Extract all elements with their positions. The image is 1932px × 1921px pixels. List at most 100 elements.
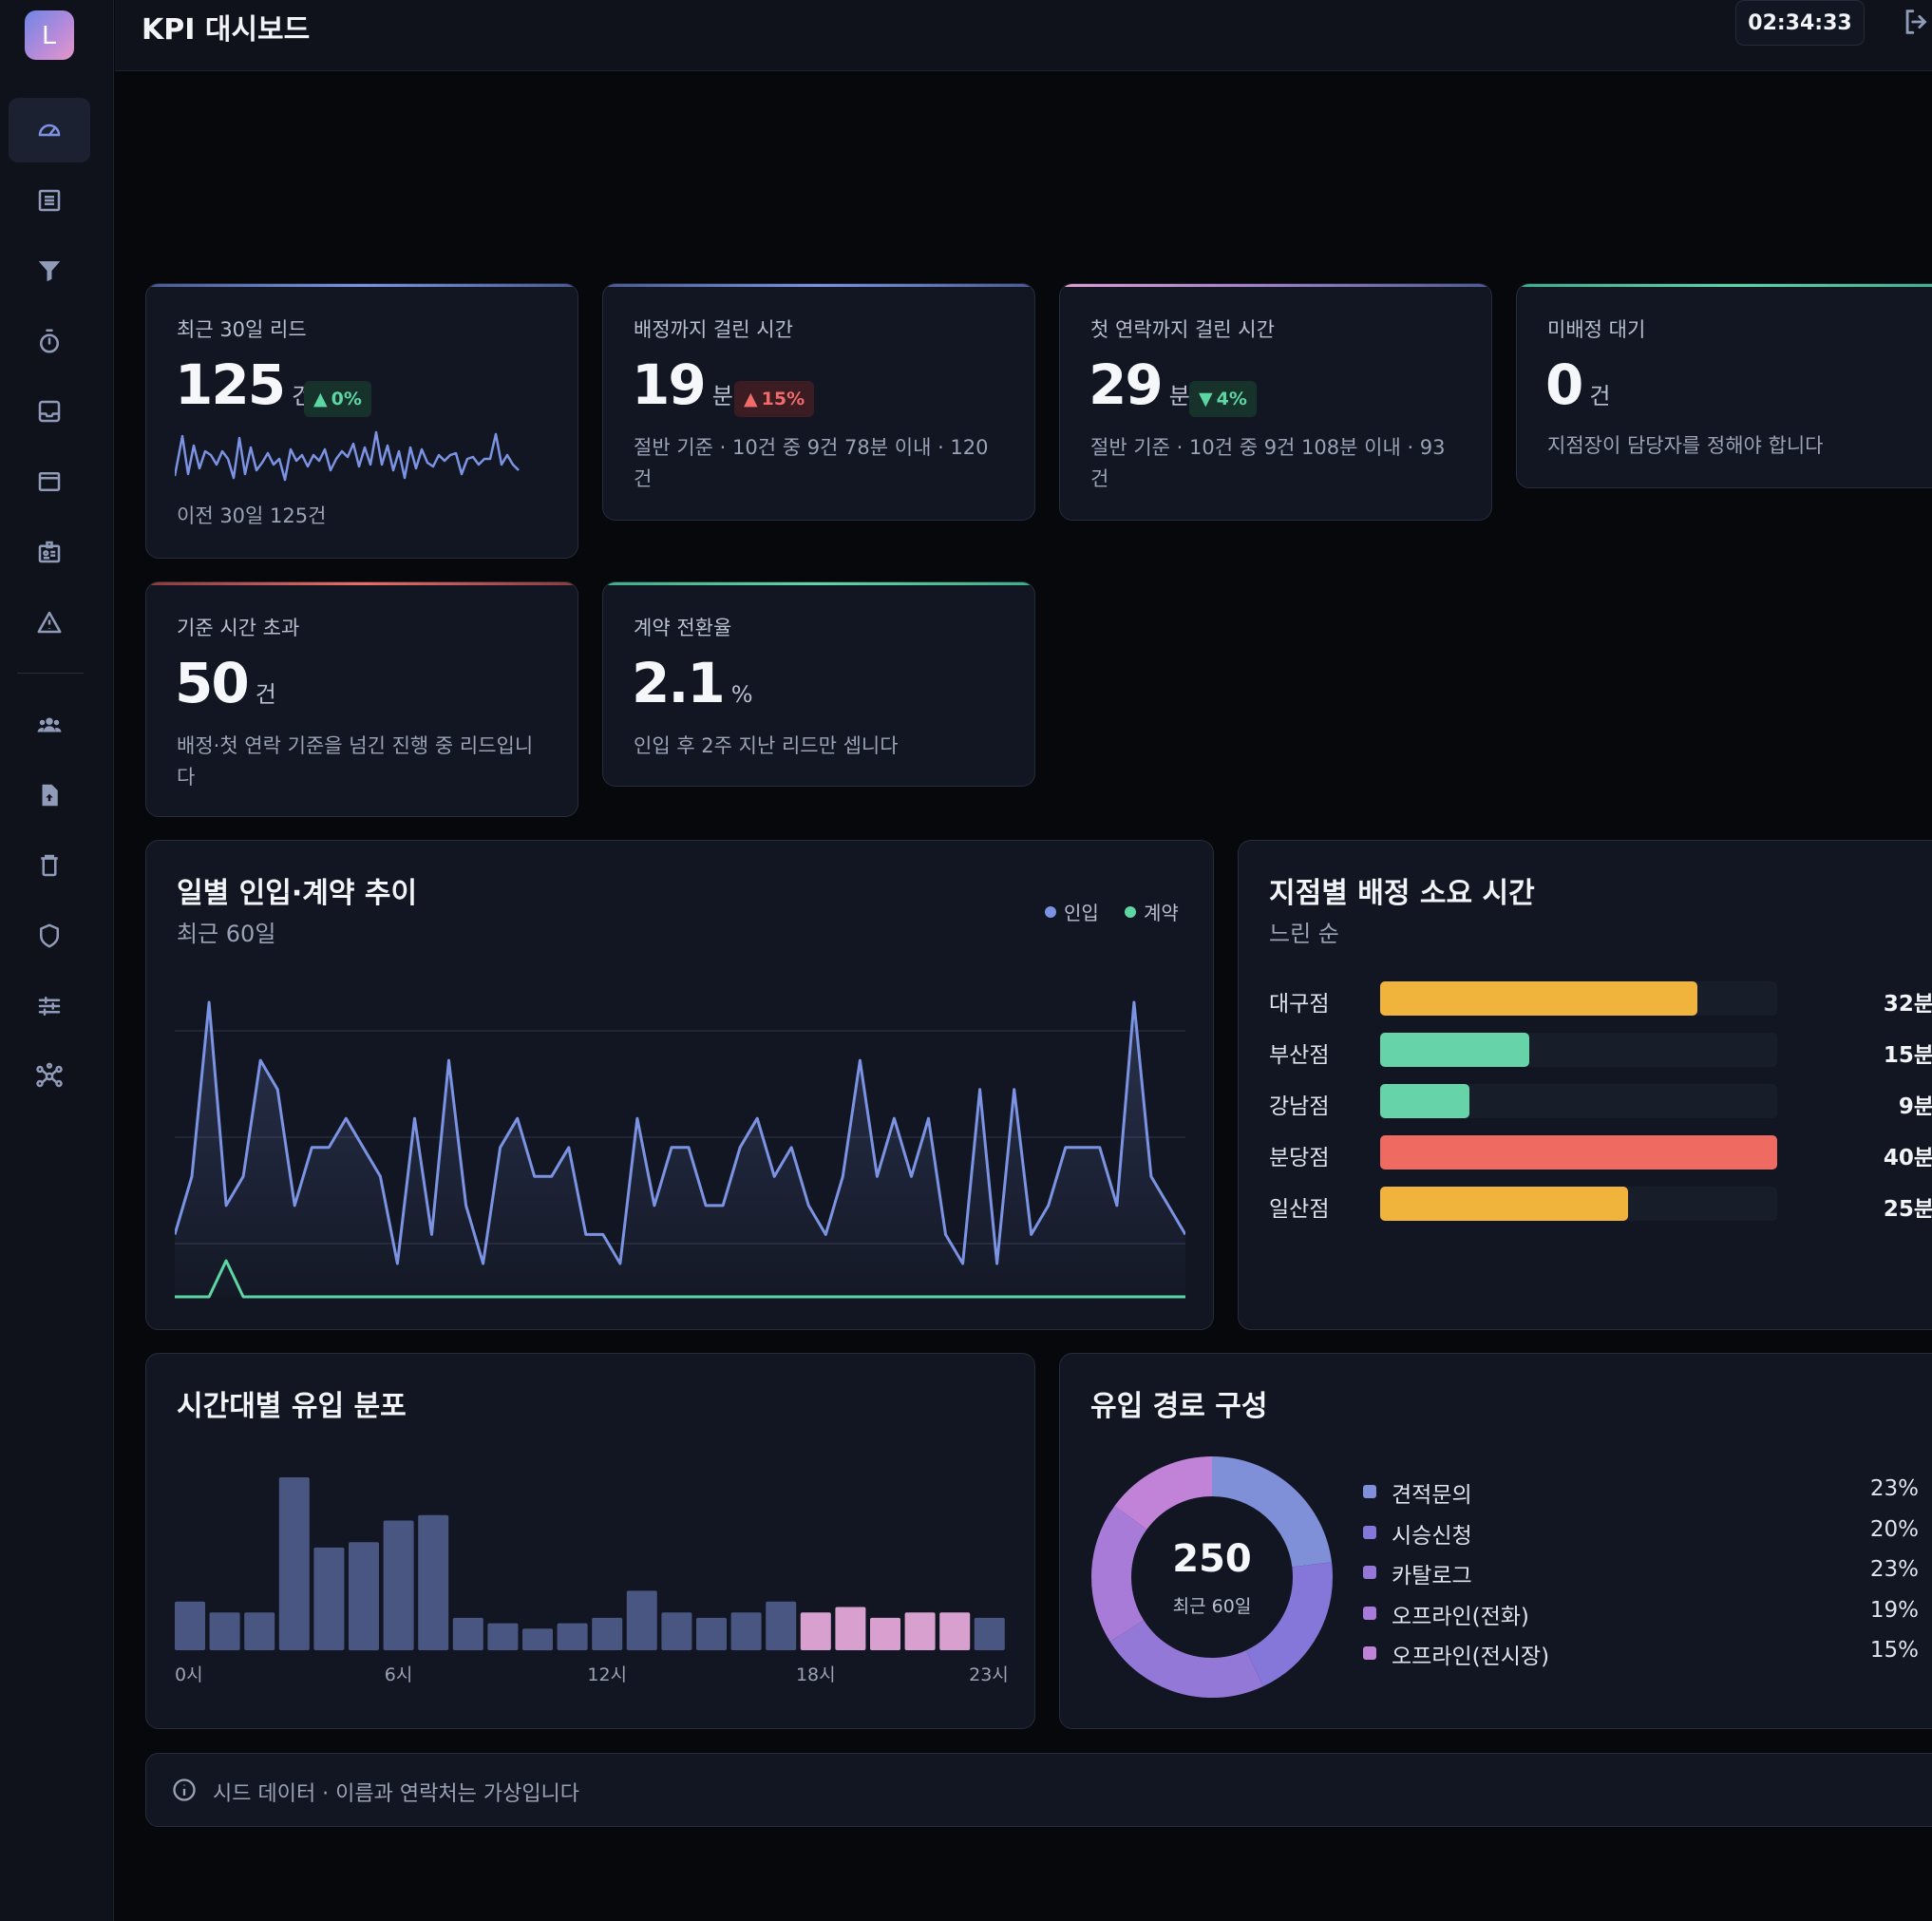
kpi-subtext: 이전 30일 125건: [177, 504, 327, 527]
branch-time-panel: 지점별 배정 소요 시간 느린 순 대구점 32분 부산점 15분 강남점 9분 분당점 40…: [1238, 840, 1932, 1330]
branch-name: 강남점: [1269, 1094, 1330, 1119]
hour-bar: [730, 1612, 762, 1650]
source-label: 카탈로그: [1392, 1564, 1472, 1588]
branch-bar-row: 대구점 32분: [1269, 981, 1932, 1019]
nav-dashboard[interactable]: [9, 98, 90, 162]
list-icon: [38, 189, 61, 212]
filter-icon: [38, 261, 61, 282]
kpi-subtext: 배정·첫 연락 기준을 넘긴 진행 중 리드입니다: [177, 734, 534, 789]
nav-alerts[interactable]: [9, 590, 90, 655]
clock-display: 02:34:33: [1735, 0, 1865, 46]
bar-fill: [1380, 1187, 1629, 1221]
hour-bar: [800, 1612, 831, 1650]
source-percent: 15%: [1869, 1638, 1919, 1663]
kpi-subtext: 지점장이 담당자를 정해야 합니다: [1547, 434, 1824, 457]
daily-trend-panel: 일별 인입·계약 추이 최근 60일 인입 계약: [145, 840, 1214, 1330]
source-percent: 19%: [1869, 1597, 1919, 1623]
hour-bar: [418, 1514, 449, 1650]
kpi-delta-badge: ▲ 0%: [304, 381, 371, 417]
hourly-panel: 시간대별 유입 분포 0시 6시 12시 18시 23시: [145, 1353, 1035, 1729]
branch-bar-row: 분당점 40분: [1269, 1135, 1932, 1173]
nav-upload[interactable]: [9, 763, 90, 827]
hour-bar: [175, 1601, 205, 1650]
legend-swatch: [1363, 1485, 1376, 1498]
nav-team[interactable]: [9, 693, 90, 757]
card-accent: [146, 284, 578, 287]
hour-tick-label: 23시: [969, 1664, 1009, 1685]
bar-value: 40분: [1883, 1146, 1932, 1170]
hour-tick-label: 0시: [175, 1664, 203, 1685]
source-legend-row: 카탈로그 23%: [1363, 1557, 1923, 1588]
warning-icon: [37, 611, 62, 634]
kpi-delta-value: 4%: [1216, 389, 1247, 409]
kpi-label: 첫 연락까지 걸린 시간: [1090, 318, 1275, 341]
seed-data-notice: 시드 데이터 · 이름과 연락처는 가상입니다: [145, 1753, 1932, 1827]
hour-bar: [383, 1520, 414, 1650]
source-donut-chart: [1091, 1456, 1333, 1698]
donut-slice: [1091, 1456, 1333, 1698]
hour-bar: [452, 1617, 483, 1650]
source-legend-row: 견적문의 23%: [1363, 1476, 1923, 1508]
stopwatch-icon: [40, 329, 59, 353]
branch-name: 대구점: [1269, 992, 1330, 1017]
hour-bar: [522, 1628, 553, 1651]
leads-sparkline: [175, 430, 520, 482]
nav-trash[interactable]: [9, 833, 90, 898]
nav-list[interactable]: [9, 168, 90, 233]
logout-button[interactable]: [1901, 6, 1932, 42]
donut-slice: [1091, 1456, 1333, 1698]
bar-track: [1380, 1033, 1777, 1067]
kpi-subtext: 절반 기준 · 10건 중 9건 78분 이내 · 120건: [634, 436, 989, 490]
id-badge-icon: [38, 541, 61, 563]
app-logo[interactable]: L: [25, 10, 74, 60]
source-legend-row: 시승신청 20%: [1363, 1516, 1923, 1549]
source-percent: 20%: [1869, 1516, 1919, 1542]
source-label: 오프라인(전화): [1392, 1604, 1529, 1629]
nav-inbox[interactable]: [9, 379, 90, 444]
series-line-contract: [175, 1259, 1185, 1299]
nav-security[interactable]: [9, 903, 90, 968]
shield-icon: [40, 923, 59, 948]
legend-swatch: [1363, 1525, 1376, 1539]
triangle-down-icon: ▼: [1199, 389, 1213, 409]
kpi-card-overdue: 기준 시간 초과 50 건 배정·첫 연락 기준을 넘긴 진행 중 리드입니다: [145, 581, 578, 817]
kpi-unit: 건: [255, 681, 276, 708]
source-percent: 23%: [1869, 1557, 1919, 1582]
branch-name: 분당점: [1269, 1146, 1330, 1170]
legend-swatch: [1363, 1646, 1376, 1660]
hour-tick-label: 12시: [587, 1664, 627, 1685]
nav-badge[interactable]: [9, 520, 90, 584]
kpi-subtext: 인입 후 2주 지난 리드만 셉니다: [634, 734, 899, 757]
hour-bar: [313, 1547, 345, 1650]
bar-value: 9분: [1898, 1094, 1932, 1119]
trash-icon: [41, 854, 58, 877]
bar-fill: [1380, 1033, 1529, 1067]
source-legend-row: 오프라인(전시장) 15%: [1363, 1638, 1923, 1669]
legend-dot: [1125, 905, 1136, 918]
legend-inflow: 인입: [1045, 898, 1099, 925]
source-legend-row: 오프라인(전화) 19%: [1363, 1597, 1923, 1629]
hour-bar: [974, 1617, 1005, 1650]
notice-text: 시드 데이터 · 이름과 연락처는 가상입니다: [213, 1782, 580, 1806]
card-accent: [1517, 284, 1932, 287]
donut-slice: [1091, 1456, 1333, 1698]
kpi-number: 2.1: [632, 651, 726, 715]
nav-funnel[interactable]: [9, 238, 90, 303]
kpi-unit: 분: [1168, 383, 1190, 409]
kpi-subtext: 절반 기준 · 10건 중 9건 108분 이내 · 93건: [1090, 436, 1446, 490]
window-icon: [38, 472, 61, 491]
kpi-card-conversion: 계약 전환율 2.1% 인입 후 2주 지난 리드만 셉니다: [602, 581, 1035, 787]
hour-bar: [870, 1617, 900, 1650]
sidebar: L: [0, 0, 114, 1921]
nav-integrations[interactable]: [9, 1044, 90, 1109]
hour-bar: [557, 1623, 588, 1650]
source-percent: 23%: [1869, 1476, 1919, 1501]
branch-name: 일산점: [1269, 1197, 1330, 1222]
gauge-icon: [38, 124, 61, 137]
nav-window[interactable]: [9, 449, 90, 514]
nav-timer[interactable]: [9, 309, 90, 373]
kpi-unit: %: [730, 681, 753, 708]
kpi-value: 2.1%: [632, 651, 753, 715]
nav-settings[interactable]: [9, 974, 90, 1038]
